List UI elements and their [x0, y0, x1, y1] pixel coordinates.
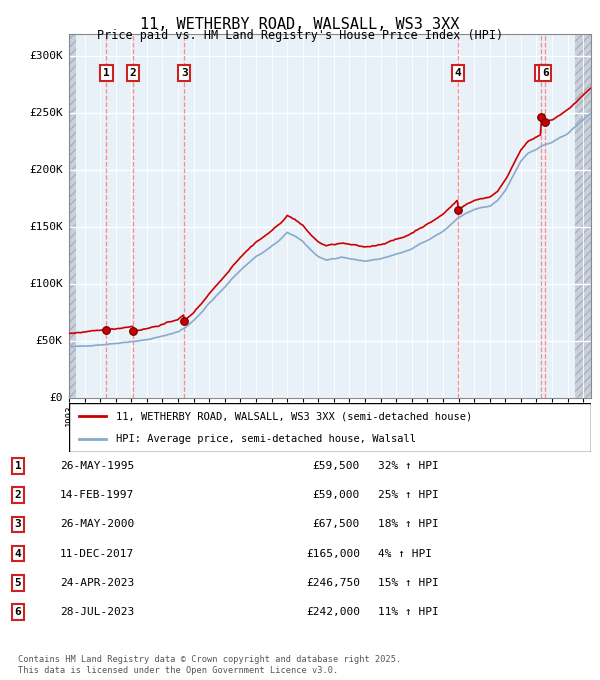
Text: 5: 5 — [14, 578, 22, 588]
Text: 5: 5 — [538, 68, 545, 78]
Text: £50K: £50K — [36, 336, 63, 346]
Text: 11, WETHERBY ROAD, WALSALL, WS3 3XX: 11, WETHERBY ROAD, WALSALL, WS3 3XX — [140, 17, 460, 32]
Text: 11% ↑ HPI: 11% ↑ HPI — [378, 607, 439, 617]
Text: 24-APR-2023: 24-APR-2023 — [60, 578, 134, 588]
Text: £0: £0 — [49, 393, 63, 403]
Text: 25% ↑ HPI: 25% ↑ HPI — [378, 490, 439, 500]
Text: £100K: £100K — [29, 279, 63, 289]
Text: £150K: £150K — [29, 222, 63, 232]
Text: 4: 4 — [14, 549, 22, 558]
Text: 26-MAY-2000: 26-MAY-2000 — [60, 520, 134, 529]
Text: 1: 1 — [14, 461, 22, 471]
Text: £165,000: £165,000 — [306, 549, 360, 558]
Text: £246,750: £246,750 — [306, 578, 360, 588]
Text: £300K: £300K — [29, 51, 63, 61]
Text: £242,000: £242,000 — [306, 607, 360, 617]
Text: 4% ↑ HPI: 4% ↑ HPI — [378, 549, 432, 558]
Text: 1: 1 — [103, 68, 110, 78]
Text: £59,500: £59,500 — [313, 461, 360, 471]
Text: 6: 6 — [14, 607, 22, 617]
Text: 11-DEC-2017: 11-DEC-2017 — [60, 549, 134, 558]
Text: 28-JUL-2023: 28-JUL-2023 — [60, 607, 134, 617]
Text: Contains HM Land Registry data © Crown copyright and database right 2025.
This d: Contains HM Land Registry data © Crown c… — [18, 655, 401, 675]
Text: 2: 2 — [14, 490, 22, 500]
Text: 3: 3 — [14, 520, 22, 529]
Text: 18% ↑ HPI: 18% ↑ HPI — [378, 520, 439, 529]
Text: 3: 3 — [181, 68, 188, 78]
Text: 4: 4 — [454, 68, 461, 78]
Bar — [575, 10, 591, 398]
Bar — [69, 10, 76, 398]
Text: 14-FEB-1997: 14-FEB-1997 — [60, 490, 134, 500]
Text: HPI: Average price, semi-detached house, Walsall: HPI: Average price, semi-detached house,… — [116, 435, 416, 445]
FancyBboxPatch shape — [69, 403, 591, 452]
Text: 15% ↑ HPI: 15% ↑ HPI — [378, 578, 439, 588]
Text: Price paid vs. HM Land Registry's House Price Index (HPI): Price paid vs. HM Land Registry's House … — [97, 29, 503, 42]
Text: 6: 6 — [542, 68, 549, 78]
Text: £250K: £250K — [29, 108, 63, 118]
Text: 32% ↑ HPI: 32% ↑ HPI — [378, 461, 439, 471]
Text: £67,500: £67,500 — [313, 520, 360, 529]
Text: £59,000: £59,000 — [313, 490, 360, 500]
Text: 11, WETHERBY ROAD, WALSALL, WS3 3XX (semi-detached house): 11, WETHERBY ROAD, WALSALL, WS3 3XX (sem… — [116, 412, 472, 422]
Text: £200K: £200K — [29, 165, 63, 175]
Text: 2: 2 — [130, 68, 137, 78]
Text: 26-MAY-1995: 26-MAY-1995 — [60, 461, 134, 471]
